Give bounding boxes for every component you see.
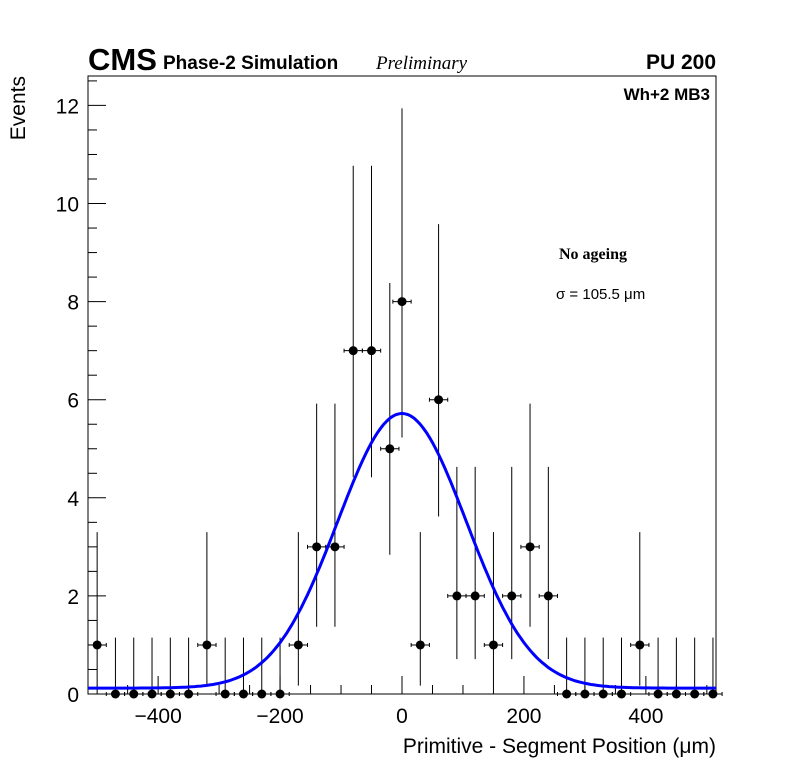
data-point — [129, 689, 139, 699]
data-point — [184, 689, 194, 699]
data-point — [385, 444, 395, 454]
data-point — [397, 297, 407, 307]
ageing-condition-label: No ageing — [559, 246, 627, 263]
y-tick-label: 12 — [56, 95, 79, 118]
y-tick-label: 0 — [67, 684, 79, 707]
data-point — [671, 689, 681, 699]
x-tick-label: 200 — [506, 705, 541, 728]
x-tick-label: −400 — [134, 705, 181, 728]
data-point — [92, 640, 102, 650]
station-label: Wh+2 MB3 — [624, 85, 710, 104]
y-tick-label: 8 — [67, 292, 79, 315]
y-tick-labels: 0 2 4 6 8 10 12 — [56, 95, 80, 707]
x-tick-label: −200 — [256, 705, 303, 728]
data-point — [580, 689, 590, 699]
data-point — [220, 689, 230, 699]
y-tick-label: 6 — [67, 390, 79, 413]
error-bars — [87, 108, 723, 696]
data-point — [415, 640, 425, 650]
y-axis-title: Events — [7, 76, 30, 140]
y-tick-label: 4 — [67, 488, 79, 511]
data-point — [488, 640, 498, 650]
data-point — [562, 689, 572, 699]
preliminary-label: Preliminary — [375, 53, 468, 74]
data-points — [92, 297, 718, 699]
data-point — [452, 591, 462, 601]
data-point — [507, 591, 517, 601]
data-point — [616, 689, 626, 699]
data-point — [202, 640, 212, 650]
data-point — [257, 689, 267, 699]
gaussian-fit-curve — [88, 411, 716, 690]
pileup-label: PU 200 — [646, 51, 716, 74]
data-point — [690, 689, 700, 699]
data-point — [653, 689, 663, 699]
data-point — [367, 346, 377, 356]
sigma-label: σ = 105.5 μm — [556, 286, 645, 303]
data-point — [708, 689, 718, 699]
data-point — [543, 591, 553, 601]
data-point — [275, 689, 285, 699]
data-point — [525, 542, 535, 552]
data-point — [348, 346, 358, 356]
x-axis-title: Primitive - Segment Position (μm) — [403, 735, 716, 758]
data-point — [312, 542, 322, 552]
data-point — [165, 689, 175, 699]
data-point — [147, 689, 157, 699]
x-tick-label: 400 — [628, 705, 663, 728]
data-point — [330, 542, 340, 552]
data-point — [110, 689, 120, 699]
experiment-label: CMS — [88, 42, 157, 77]
data-point — [598, 689, 608, 699]
x-tick-label: 0 — [396, 705, 408, 728]
data-point — [470, 591, 480, 601]
data-point — [293, 640, 303, 650]
simulation-label: Phase-2 Simulation — [163, 53, 338, 74]
data-point — [635, 640, 645, 650]
y-tick-label: 10 — [56, 194, 79, 217]
y-tick-label: 2 — [67, 586, 79, 609]
x-tick-labels: −400 −200 0 200 400 — [134, 705, 663, 728]
data-point — [434, 395, 444, 405]
axis-ticks — [88, 80, 708, 695]
data-point — [238, 689, 248, 699]
